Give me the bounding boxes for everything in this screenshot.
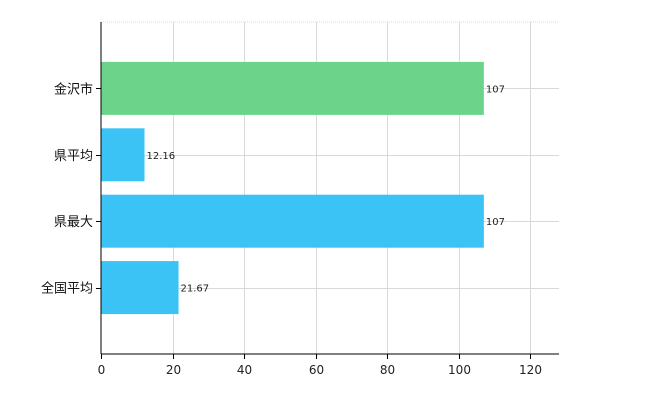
x-tick-label: 0: [98, 363, 106, 377]
axes: [96, 22, 559, 359]
bars: [101, 61, 484, 315]
bar-3: [101, 194, 484, 248]
x-tick-label: 120: [519, 363, 542, 377]
data-label: 107: [486, 84, 505, 95]
data-label: 21.67: [181, 284, 210, 295]
y-tick-label: 全国平均: [41, 281, 93, 297]
x-tick-label: 100: [448, 363, 471, 377]
y-tick-label: 県平均: [54, 149, 93, 164]
x-tick-label: 40: [237, 363, 252, 377]
x-tick-label: 60: [309, 363, 324, 377]
bar-4: [101, 261, 179, 315]
data-label: 107: [486, 217, 505, 228]
bar-1: [101, 61, 484, 115]
y-tick-label: 金沢市: [54, 81, 93, 97]
bar-2: [101, 128, 145, 182]
labels: 0 20 40 60 80 100 120 金沢市 107 県平均 12.16 県最大 107 全国平均 2…: [41, 81, 542, 377]
x-tick-label: 80: [380, 363, 395, 377]
y-tick-label: 県最大: [54, 215, 93, 230]
x-tick-label: 20: [166, 363, 181, 377]
data-label: 12.16: [147, 151, 176, 162]
